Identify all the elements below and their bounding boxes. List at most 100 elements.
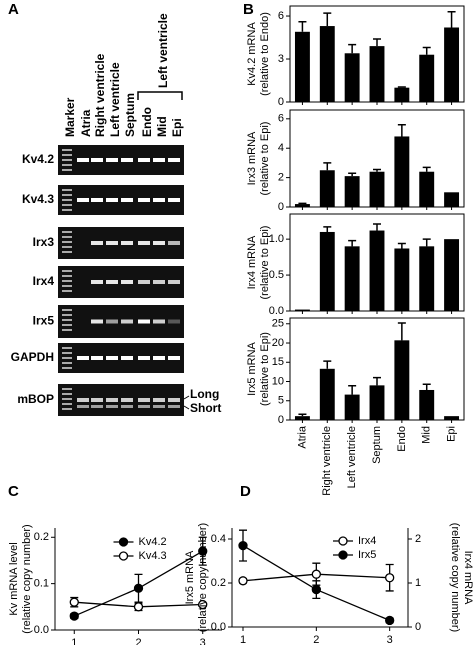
bar (394, 136, 410, 207)
lane-label: Mid (155, 116, 169, 137)
gel-band (106, 319, 118, 324)
gel-band (138, 198, 150, 202)
bar (419, 389, 435, 420)
gel-band (91, 398, 103, 402)
gel-band (77, 398, 89, 402)
gel-band (106, 198, 118, 202)
legend-label: Kv4.2 (139, 536, 167, 548)
ladder-band (62, 285, 72, 287)
bar (344, 394, 360, 420)
ladder-band (62, 194, 72, 196)
gel-band (168, 280, 180, 284)
y-tick-label: 10 (272, 375, 284, 387)
gene-label: Kv4.3 (22, 192, 54, 206)
gene-label: Irx4 (33, 274, 55, 288)
error-bar (323, 12, 332, 27)
x-tick-label: Left ventricle (346, 426, 358, 488)
error-bar (348, 239, 357, 247)
error-bar (298, 413, 307, 417)
error-bar (323, 226, 332, 232)
gel-band (91, 158, 103, 162)
gene-label: GAPDH (11, 350, 54, 364)
y-tick-label: 15 (272, 356, 284, 368)
error-bar (348, 384, 357, 395)
gel-band (168, 319, 180, 324)
y-tick-label: 0 (278, 96, 284, 108)
lane-label: Septum (123, 93, 137, 137)
gel-band (106, 398, 118, 402)
y-tick-label: 25 (272, 318, 284, 330)
gel-band (77, 198, 89, 202)
point (198, 599, 208, 610)
y-axis-label: Kv4.2 mRNA (246, 22, 258, 86)
gel-band (168, 158, 180, 162)
gel-band (77, 405, 89, 408)
point (311, 569, 321, 579)
error-bar (397, 123, 406, 137)
ladder-band (62, 204, 72, 206)
y-tick-label: 4 (278, 142, 284, 154)
x-tick-label: 2 (313, 634, 319, 645)
bar (419, 171, 435, 207)
gel-band (91, 280, 103, 284)
bar (419, 246, 435, 311)
bar (369, 385, 385, 420)
x-tick-label: Mid (421, 426, 433, 444)
ladder-band (62, 231, 72, 233)
error-bar (323, 360, 332, 369)
panel-label: B (243, 1, 254, 18)
legend-marker (338, 550, 348, 560)
gel-band (121, 319, 133, 324)
gel-band (106, 241, 118, 245)
panel-label: A (8, 1, 19, 18)
x-tick-label: 3 (387, 634, 393, 645)
gene-label: mBOP (17, 392, 54, 406)
y-axis-label: (relative copy number) (21, 524, 33, 633)
x-tick-label: 2 (135, 637, 141, 645)
gel-band (168, 398, 180, 402)
y-axis-label: (relative copy number) (449, 523, 461, 632)
x-tick-label: Right ventricle (321, 426, 333, 496)
y-tick-label: 6 (278, 113, 284, 125)
x-tick-label: 3 (200, 637, 206, 645)
gel-band (153, 405, 165, 408)
lane-label: Right ventricle (93, 53, 107, 137)
bar (394, 248, 410, 311)
band-label: Short (190, 401, 221, 415)
gel-band (106, 405, 118, 408)
y-axis-label: Irx5 mRNA (184, 550, 196, 604)
y-axis-label: (relative to Epi) (259, 122, 271, 196)
y2-tick-label: 2 (415, 533, 421, 545)
legend-label: Irx5 (358, 549, 376, 561)
gel-band (138, 398, 150, 402)
error-bar (323, 162, 332, 171)
ladder-band (62, 246, 72, 248)
gel-band (153, 398, 165, 402)
error-bar (397, 242, 406, 249)
ladder-band (62, 189, 72, 191)
bar (294, 309, 310, 311)
band-pointer (183, 405, 190, 410)
ladder-band (62, 362, 72, 364)
bar (394, 340, 410, 420)
ladder-band (62, 347, 72, 349)
gel-band (153, 241, 165, 245)
gel-band (168, 356, 180, 360)
gel-band (168, 198, 180, 202)
ladder-band (62, 403, 72, 405)
ladder-band (62, 290, 72, 292)
y-axis-label: Irx4 mRNA (462, 551, 474, 605)
gel-band (121, 280, 133, 284)
gel-band (153, 319, 165, 324)
gel-band (168, 241, 180, 245)
panel-label: D (240, 483, 251, 500)
point (198, 546, 208, 556)
gel-band (121, 158, 133, 162)
bar (369, 230, 385, 311)
y2-tick-label: 1 (415, 577, 421, 589)
x-tick-label: 1 (71, 637, 77, 645)
ladder-band (62, 199, 72, 201)
point (133, 602, 144, 612)
point (238, 576, 248, 586)
